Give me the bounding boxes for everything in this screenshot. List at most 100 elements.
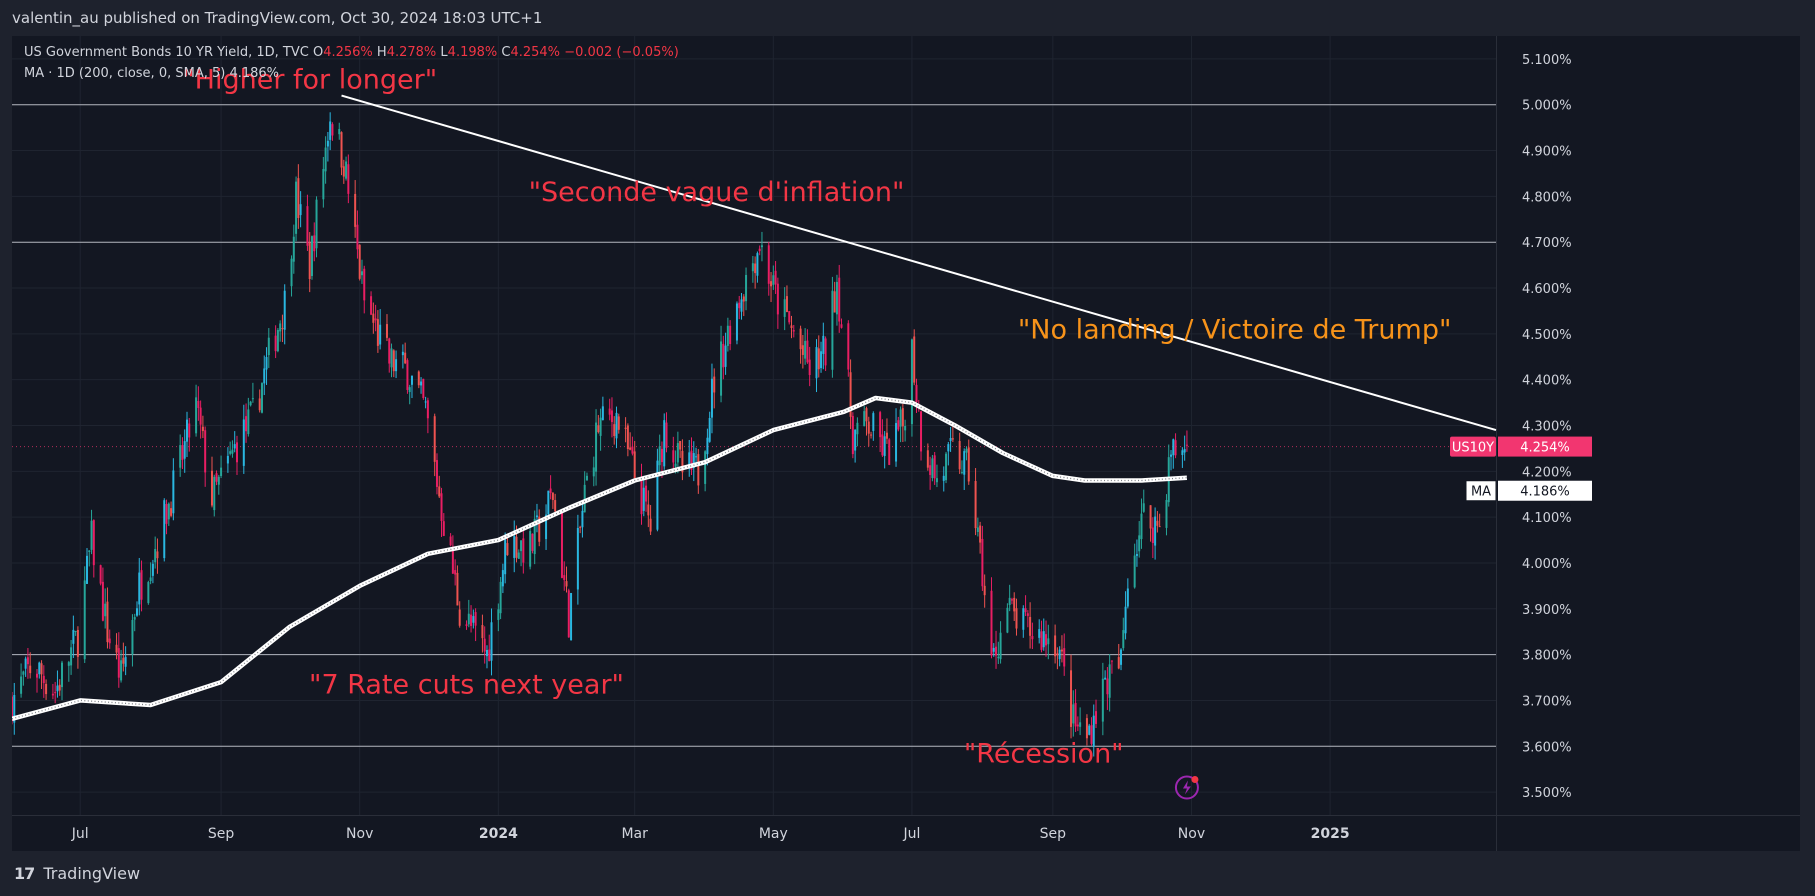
candle-body bbox=[490, 622, 493, 661]
candle-body bbox=[54, 692, 57, 694]
candle-body bbox=[1095, 711, 1098, 724]
candle-body bbox=[449, 536, 452, 546]
candle-body bbox=[1008, 597, 1011, 605]
candle-body bbox=[567, 590, 570, 638]
chart-area[interactable]: "Higher for longer" "Seconde vague d'infl… bbox=[12, 36, 1800, 851]
candle-body bbox=[995, 646, 998, 656]
candle-body bbox=[804, 340, 807, 359]
candle-body bbox=[388, 338, 391, 364]
candle-body bbox=[245, 416, 248, 432]
candle-body bbox=[306, 206, 309, 246]
candle-body bbox=[960, 472, 963, 474]
candle-body bbox=[974, 480, 977, 529]
candle-body bbox=[147, 582, 150, 604]
candle-body bbox=[188, 423, 191, 438]
candle-body bbox=[1038, 629, 1041, 638]
candle-body bbox=[713, 376, 716, 393]
candle-body bbox=[410, 375, 413, 385]
low-value: 4.198% bbox=[447, 45, 498, 60]
candle-body bbox=[979, 525, 982, 543]
candle-body bbox=[338, 128, 341, 135]
candle-body bbox=[104, 603, 107, 617]
candle-body bbox=[358, 244, 361, 279]
candle-body bbox=[631, 446, 634, 454]
candle-body bbox=[40, 663, 43, 675]
ohlc-legend: US Government Bonds 10 YR Yield, 1D, TVC… bbox=[24, 45, 679, 60]
candle-body bbox=[538, 516, 541, 542]
candle-body bbox=[347, 164, 350, 194]
candle-body bbox=[1031, 636, 1034, 640]
candle-body bbox=[404, 352, 407, 364]
candle-body bbox=[90, 520, 93, 550]
candle-body bbox=[817, 348, 820, 370]
candle-body bbox=[372, 313, 375, 323]
y-tick-label: 4.400% bbox=[1522, 374, 1572, 389]
candle-body bbox=[822, 335, 825, 354]
candle-body bbox=[967, 447, 970, 482]
candle-body bbox=[263, 368, 266, 384]
candle-body bbox=[626, 425, 629, 450]
publisher-bar: valentin_au published on TradingView.com… bbox=[0, 0, 1815, 36]
candle-body bbox=[201, 426, 204, 432]
candle-body bbox=[560, 511, 563, 578]
event-dot-icon bbox=[1191, 776, 1199, 784]
candle-body bbox=[583, 484, 586, 513]
candle-body bbox=[929, 465, 932, 475]
candle-body bbox=[767, 245, 770, 284]
candle-body bbox=[76, 629, 79, 657]
candle-body bbox=[149, 577, 152, 582]
candle-body bbox=[533, 518, 536, 555]
candle-body bbox=[997, 656, 1000, 659]
candle-body bbox=[299, 204, 302, 216]
candle-body bbox=[251, 398, 254, 400]
candle-body bbox=[1013, 597, 1016, 612]
candle-body bbox=[1170, 454, 1173, 457]
candle-body bbox=[101, 581, 104, 621]
candle-body bbox=[751, 263, 754, 272]
candle-body bbox=[1026, 613, 1029, 616]
candle-body bbox=[849, 372, 852, 417]
candle-body bbox=[613, 424, 616, 436]
last-price-tag-bg bbox=[1498, 436, 1592, 457]
candle-body bbox=[704, 451, 707, 484]
candle-body bbox=[745, 274, 748, 302]
candle-body bbox=[945, 453, 948, 481]
candle-body bbox=[1006, 607, 1009, 633]
candle-body bbox=[424, 401, 427, 403]
annotation-label: "Seconde vague d'inflation" bbox=[529, 177, 905, 208]
candle-body bbox=[647, 504, 650, 516]
candle-body bbox=[165, 504, 168, 524]
candle-body bbox=[467, 613, 470, 625]
candle-body bbox=[267, 337, 270, 356]
candle-body bbox=[481, 625, 484, 639]
candle-body bbox=[1120, 649, 1123, 665]
candle-body bbox=[1072, 704, 1075, 724]
candle-body bbox=[472, 616, 475, 623]
candle-body bbox=[592, 467, 595, 477]
candle-body bbox=[395, 359, 398, 372]
candle-body bbox=[138, 572, 141, 605]
candle-body bbox=[815, 347, 818, 379]
candle-body bbox=[965, 448, 968, 453]
candle-body bbox=[949, 437, 952, 442]
y-tick-label: 4.000% bbox=[1522, 557, 1572, 572]
candle-body bbox=[308, 242, 311, 280]
candle-body bbox=[1158, 526, 1161, 528]
candle-body bbox=[1092, 715, 1095, 747]
candle-body bbox=[742, 296, 745, 302]
candle-body bbox=[488, 649, 491, 662]
ma-legend: MA · 1D (200, close, 0, SMA, 5) 4.186% bbox=[24, 66, 279, 81]
candle-body bbox=[258, 398, 261, 411]
candle-body bbox=[1165, 500, 1168, 528]
candle-body bbox=[933, 455, 936, 479]
candle-body bbox=[1101, 678, 1104, 722]
candle-body bbox=[576, 527, 579, 590]
candle-body bbox=[754, 263, 757, 274]
candle-body bbox=[681, 450, 684, 473]
candle-body bbox=[783, 299, 786, 317]
candle-body bbox=[570, 593, 573, 641]
y-tick-label: 4.900% bbox=[1522, 145, 1572, 160]
candle-body bbox=[329, 121, 332, 140]
candlestick-chart[interactable]: "Higher for longer" "Seconde vague d'infl… bbox=[12, 36, 1800, 851]
x-tick-label: Sep bbox=[208, 826, 235, 842]
